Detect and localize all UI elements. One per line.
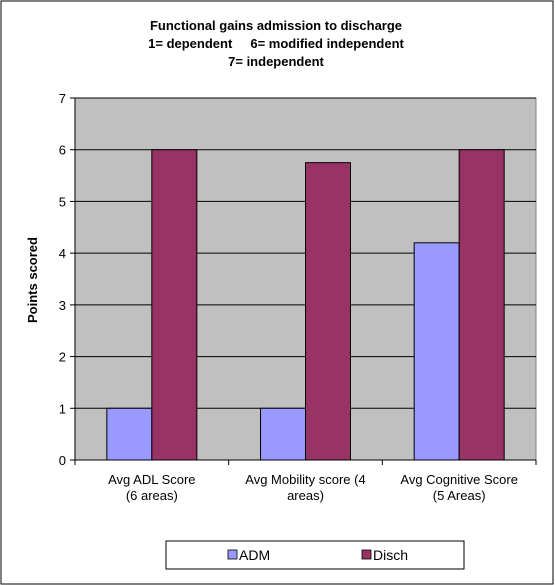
chart-title-line-1: Functional gains admission to discharge	[150, 18, 402, 33]
y-tick-label-6: 6	[59, 143, 66, 158]
x-category-label-0-line-0: Avg ADL Score	[108, 472, 195, 487]
bar-disch-0	[151, 149, 198, 461]
bar-adm-0	[106, 407, 153, 461]
legend-swatch-disch	[361, 549, 372, 560]
legend-swatch-adm	[227, 549, 238, 560]
chart-title-line-2: 1= dependent 6= modified independent	[148, 36, 404, 51]
bar-adm-2	[413, 242, 460, 461]
y-tick-label-5: 5	[59, 194, 66, 209]
x-category-label-2-line-1: (5 Areas)	[433, 488, 486, 503]
legend-label-adm: ADM	[239, 547, 270, 563]
x-category-label-1-line-0: Avg Mobility score (4	[245, 472, 365, 487]
x-category-label-2-line-0: Avg Cognitive Score	[400, 472, 518, 487]
y-tick-label-3: 3	[59, 298, 66, 313]
y-axis-title: Points scored	[25, 237, 40, 323]
legend-label-disch: Disch	[373, 547, 408, 563]
y-tick-label-4: 4	[59, 246, 66, 261]
legend-frame	[165, 540, 465, 570]
x-category-label-0-line-1: (6 areas)	[126, 488, 178, 503]
bar-disch-1	[305, 162, 351, 461]
y-tick-label-1: 1	[59, 401, 66, 416]
bar-disch-2	[458, 149, 505, 461]
legend: ADM Disch	[165, 540, 465, 570]
x-category-label-1-line-1: areas)	[287, 488, 324, 503]
y-tick-label-7: 7	[59, 91, 66, 106]
chart-title-line-3: 7= independent	[228, 54, 324, 69]
y-tick-label-2: 2	[59, 350, 66, 365]
y-tick-label-0: 0	[59, 453, 66, 468]
plot-area: 0 1 2 3 4 5 6 7 Avg ADL Score(6 areas) Avg Mobili…	[59, 91, 537, 503]
bar-adm-1	[260, 407, 306, 461]
